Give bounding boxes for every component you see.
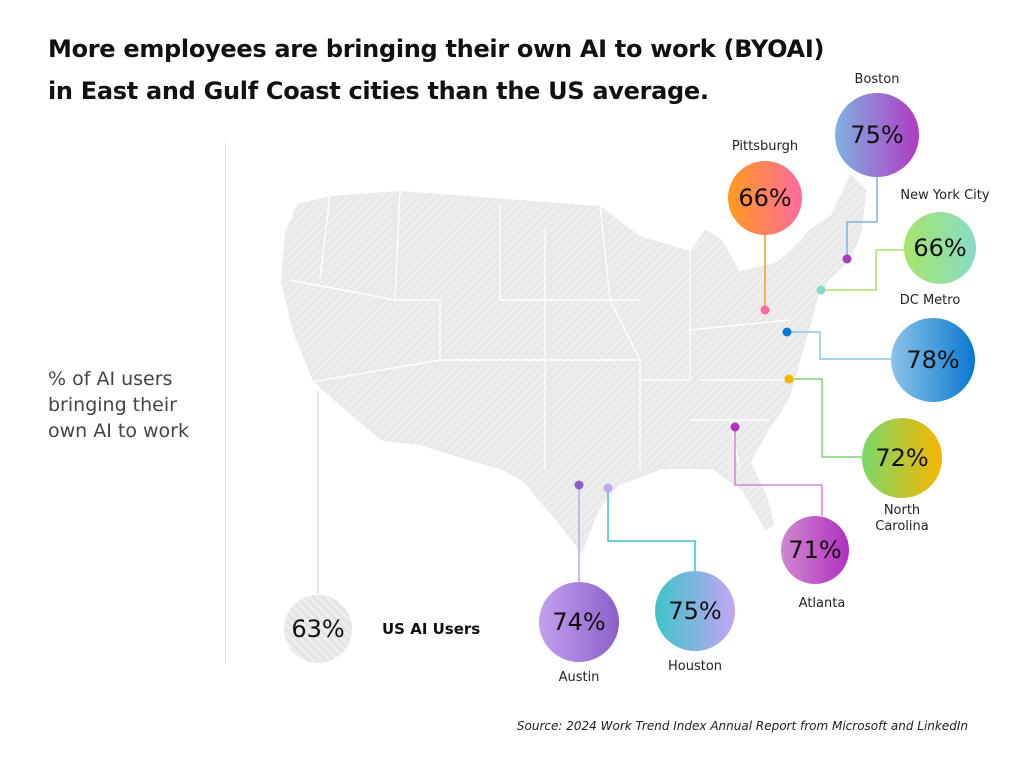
houston-label: Houston <box>667 659 723 674</box>
boston-bubble: 75% <box>835 93 919 177</box>
boston-label: Boston <box>854 72 900 87</box>
dc-metro-location-dot <box>782 327 792 337</box>
north-carolina-label: North Carolina <box>875 503 929 534</box>
atlanta-location-dot <box>730 422 740 432</box>
houston-location-dot <box>603 483 613 493</box>
us-average-bubble: 63% <box>284 595 352 663</box>
boston-connector <box>846 177 878 259</box>
atlanta-bubble: 71% <box>781 516 849 584</box>
us-outline <box>278 170 870 559</box>
austin-bubble: 74% <box>539 582 619 662</box>
us-average-label: US AI Users <box>382 620 481 638</box>
houston-bubble: 75% <box>655 571 735 651</box>
new-york-city-connector <box>821 249 904 291</box>
north-carolina-location-dot <box>784 374 794 384</box>
new-york-city-bubble: 66% <box>904 212 976 284</box>
atlanta-label: Atlanta <box>798 596 846 611</box>
new-york-city-label: New York City <box>900 188 990 203</box>
pittsburgh-location-dot <box>760 305 770 315</box>
pittsburgh-label: Pittsburgh <box>731 139 799 154</box>
dc-metro-label: DC Metro <box>899 293 961 308</box>
side-label: % of AI users bringing their own AI to w… <box>48 368 189 442</box>
state-borders <box>289 189 791 471</box>
austin-location-dot <box>574 480 584 490</box>
divider <box>225 143 226 663</box>
dc-metro-connector <box>787 331 891 360</box>
new-york-city-location-dot <box>816 285 826 295</box>
title-line-2: in East and Gulf Coast cities than the U… <box>48 77 709 105</box>
atlanta-connector <box>734 427 823 516</box>
source-note: Source: 2024 Work Trend Index Annual Rep… <box>516 719 968 733</box>
page-title: More employees are bringing their own AI… <box>48 28 824 112</box>
dc-metro-bubble: 78% <box>891 318 975 402</box>
boston-location-dot <box>842 254 852 264</box>
houston-connector <box>607 488 696 571</box>
north-carolina-connector <box>789 378 862 458</box>
title-line-1: More employees are bringing their own AI… <box>48 35 825 63</box>
north-carolina-bubble: 72% <box>862 418 942 498</box>
pittsburgh-bubble: 66% <box>728 161 802 235</box>
austin-label: Austin <box>558 670 600 685</box>
